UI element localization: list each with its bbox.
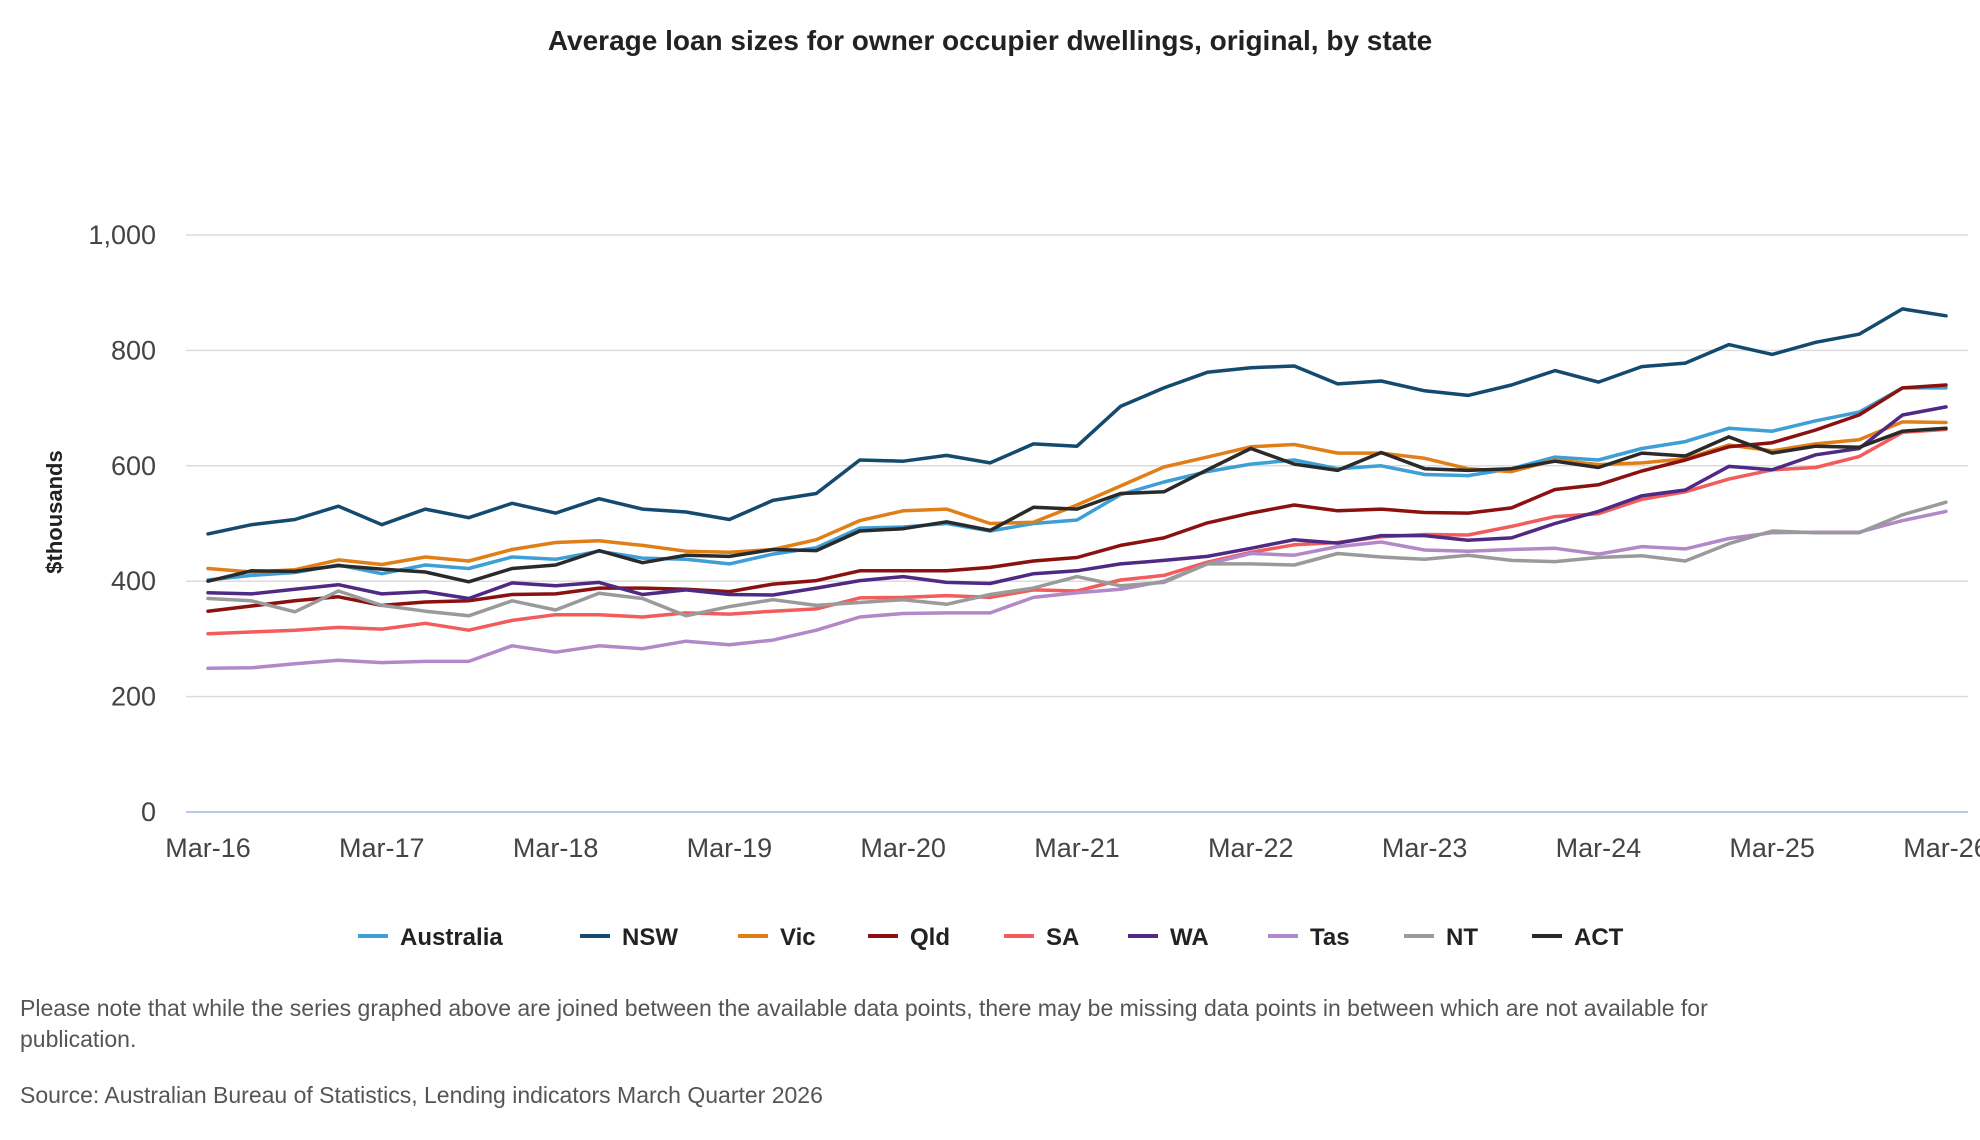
- legend-label: NT: [1446, 924, 1478, 951]
- x-tick-label: Mar-25: [1729, 833, 1815, 863]
- series-line-wa: [206, 405, 1948, 601]
- y-tick-label: 600: [111, 451, 156, 481]
- legend-item-act[interactable]: ACT: [1532, 924, 1624, 951]
- gridlines: [186, 234, 1968, 813]
- series-line-tas: [206, 509, 1948, 671]
- legend-item-wa[interactable]: WA: [1128, 924, 1209, 951]
- series-line-australia: [206, 386, 1948, 582]
- series-lines: [206, 307, 1948, 671]
- series-line-vic: [206, 420, 1948, 574]
- series-line-act: [206, 426, 1948, 584]
- x-tick-label: Mar-21: [1034, 833, 1120, 863]
- legend: Australia NSW Vic Qld SA WA Tas NT ACT: [358, 924, 1624, 951]
- legend-label: Qld: [910, 924, 950, 951]
- legend-label: Tas: [1310, 924, 1350, 951]
- legend-item-tas[interactable]: Tas: [1268, 924, 1350, 951]
- y-axis-title: $thousands: [42, 450, 67, 573]
- x-tick-label: Mar-23: [1382, 833, 1468, 863]
- legend-item-sa[interactable]: SA: [1004, 924, 1079, 951]
- chart-note: Please note that while the series graphe…: [20, 995, 1708, 1052]
- x-axis-ticks: Mar-16 Mar-17 Mar-18 Mar-19 Mar-20 Mar-21 Mar-…: [165, 833, 1980, 863]
- x-tick-label: Mar-19: [687, 833, 773, 863]
- line-chart: Average loan sizes for owner occupier dw…: [42, 25, 1980, 951]
- y-tick-label: 400: [111, 566, 156, 596]
- x-tick-label: Mar-16: [165, 833, 251, 863]
- series-line-qld: [206, 383, 1948, 613]
- legend-item-qld[interactable]: Qld: [868, 924, 950, 951]
- x-tick-label: Mar-26: [1903, 833, 1980, 863]
- legend-label: ACT: [1574, 924, 1624, 951]
- legend-label: Australia: [400, 924, 503, 951]
- y-tick-label: 800: [111, 335, 156, 365]
- y-tick-label: 200: [111, 682, 156, 712]
- legend-item-australia[interactable]: Australia: [358, 924, 503, 951]
- series-line-nt: [206, 500, 1948, 618]
- series-line-nsw: [206, 307, 1948, 536]
- x-tick-label: Mar-18: [513, 833, 599, 863]
- legend-label: Vic: [780, 924, 816, 951]
- legend-item-vic[interactable]: Vic: [738, 924, 816, 951]
- x-tick-label: Mar-17: [339, 833, 425, 863]
- legend-item-nsw[interactable]: NSW: [580, 924, 678, 951]
- legend-item-nt[interactable]: NT: [1404, 924, 1478, 951]
- x-tick-label: Mar-22: [1208, 833, 1294, 863]
- x-tick-label: Mar-20: [860, 833, 946, 863]
- legend-label: SA: [1046, 924, 1079, 951]
- y-tick-label: 0: [141, 797, 156, 827]
- legend-label: WA: [1170, 924, 1209, 951]
- chart-title: Average loan sizes for owner occupier dw…: [548, 25, 1432, 56]
- y-axis-ticks: 0 200 400 600 800 1,000: [88, 220, 156, 827]
- x-tick-label: Mar-24: [1556, 833, 1642, 863]
- chart-source: Source: Australian Bureau of Statistics,…: [20, 1082, 823, 1108]
- legend-label: NSW: [622, 924, 678, 951]
- y-tick-label: 1,000: [88, 220, 156, 250]
